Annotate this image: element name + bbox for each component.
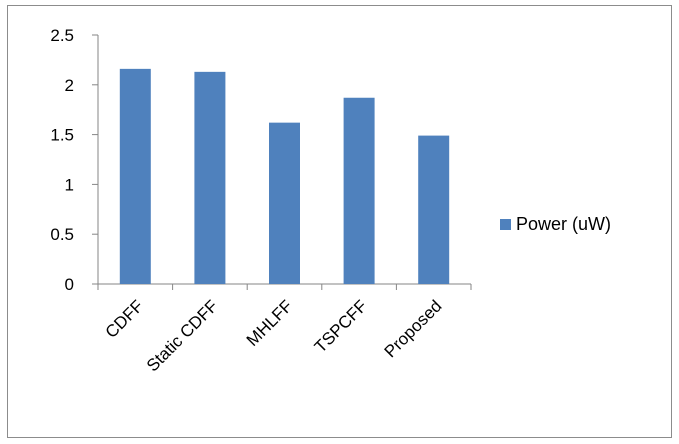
y-tick-label: 2.5 bbox=[50, 26, 74, 45]
legend-swatch bbox=[500, 219, 511, 230]
y-tick-label: 0 bbox=[65, 275, 74, 294]
bar bbox=[194, 71, 226, 285]
y-axis: 0 0.5 1 1.5 2 2.5 bbox=[50, 26, 99, 294]
y-tick-label: 1 bbox=[65, 175, 74, 194]
bar bbox=[269, 122, 300, 284]
y-tick-label: 2 bbox=[65, 76, 74, 95]
bar bbox=[418, 135, 450, 284]
y-tick-label: 0.5 bbox=[50, 225, 74, 244]
y-tick-label: 1.5 bbox=[50, 126, 74, 145]
legend: Power (uW) bbox=[500, 214, 611, 234]
chart-border bbox=[7, 5, 672, 438]
bar bbox=[119, 68, 151, 284]
bar bbox=[343, 97, 375, 284]
bars bbox=[119, 68, 450, 285]
legend-label: Power (uW) bbox=[516, 214, 611, 234]
